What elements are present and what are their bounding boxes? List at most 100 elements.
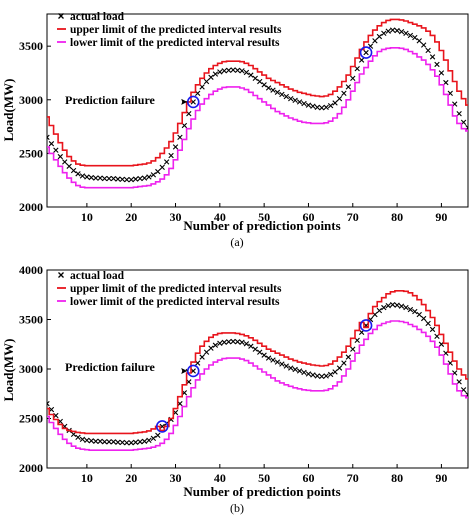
data-point-marker [319,105,325,111]
data-point-marker [221,339,227,345]
chart1-x-tick-label: 80 [391,471,403,485]
chart1-series-lower-limit-line [47,320,468,451]
data-point-marker [296,99,303,105]
chart0-series-actual-load [47,27,468,183]
data-point-marker [425,47,431,54]
data-point-marker [66,163,72,169]
data-point-marker [265,355,272,361]
data-point-marker [279,91,285,98]
chart0-series-upper-limit-line [47,18,468,167]
data-point-marker [48,141,55,147]
data-point-marker [217,340,223,346]
data-point-marker [327,371,334,378]
chart1-y-tick-label: 2000 [19,461,43,475]
data-point-marker [319,373,325,380]
chart0-annotation-arrowhead [181,98,188,105]
data-point-marker [217,69,223,75]
data-point-marker [434,61,440,68]
data-point-marker [372,38,378,44]
data-point-marker [305,102,312,108]
chart1-legend-upper-limit-label: upper limit of the predicted interval re… [70,283,282,295]
data-point-marker [47,134,50,140]
data-point-marker [412,34,418,41]
data-point-marker [239,68,245,74]
data-point-marker [115,176,121,182]
data-point-marker [416,311,422,318]
data-point-marker [155,168,161,175]
data-point-marker [403,30,409,36]
chart1-x-tick-label: 40 [214,471,226,485]
data-point-marker [252,346,258,352]
chart1-x-axis-label: Number of prediction points [183,484,340,499]
data-point-marker [429,54,436,60]
data-point-marker [137,439,143,445]
data-point-marker [376,307,383,314]
data-point-marker [412,308,418,315]
data-point-marker [208,74,214,80]
data-point-marker [332,100,338,106]
data-point-marker [265,85,272,91]
chart1-annotation-label: Prediction failure [65,360,156,374]
data-point-marker [230,338,236,345]
chart0-series-lower-limit-line [47,47,468,189]
data-point-marker [310,103,316,109]
chart0-x-axis-label: Number of prediction points [183,218,340,233]
data-point-marker [288,365,294,371]
data-point-marker [314,104,321,110]
data-point-marker [203,78,210,85]
chart1-y-tick-label: 4000 [19,263,43,277]
data-point-marker [88,174,95,181]
data-point-marker [398,303,405,309]
chart0-plot-frame [46,13,469,208]
data-point-marker [110,175,117,182]
chart0-y-tick-label: 3500 [19,39,43,53]
data-point-marker [420,315,427,322]
chart1-failure-circle [359,319,373,332]
data-point-marker [93,438,99,444]
data-point-marker [47,400,50,407]
data-point-marker [221,68,227,74]
data-point-marker [97,175,103,181]
chart0-annotation-label: Prediction failure [65,93,156,107]
data-point-marker [332,369,338,375]
chart0-y-axis-label: Load(MW) [1,79,16,142]
chart0-x-tick-label: 50 [258,210,270,224]
data-point-marker [212,71,219,77]
chart1-x-tick-label: 10 [81,471,93,485]
chart1-legend-actual-load-swatch [58,272,64,278]
data-point-marker [124,440,130,446]
chart0-x-tick-label: 80 [391,210,403,224]
chart1-series-upper-limit-line [47,290,468,435]
data-point-marker [84,437,90,443]
chart-panel-a: 10 20 30 40 50 60 70 80 90 2000 2500 3000 3500 Number… [1,11,469,249]
data-point-marker [234,67,241,73]
chart1-y-tick-label: 2500 [19,412,43,426]
chart1-x-tick-label: 60 [302,471,314,485]
data-point-marker [261,82,267,88]
data-point-marker [363,49,369,56]
data-point-marker [394,302,400,308]
data-point-marker [243,69,250,76]
data-point-marker [106,175,112,182]
data-point-marker [270,357,276,363]
chart0-legend-lower-limit-label: lower limit of the predicted interval re… [70,37,280,49]
data-point-marker [115,439,121,445]
chart1-caption: (b) [230,501,244,515]
data-point-marker [257,78,263,85]
data-point-marker [336,365,343,371]
data-point-marker [124,176,130,183]
data-point-marker [79,173,86,179]
chart-panel-b: 10 20 30 40 50 60 70 80 90 2000 2500 3000 3500 4000 Nu… [1,263,469,515]
chart0-failure-circle [186,95,200,109]
data-point-marker [226,339,232,345]
data-point-marker [327,102,334,109]
chart1-failure-circle [155,420,169,433]
data-point-marker [146,437,152,443]
data-point-marker [274,89,281,95]
data-point-marker [248,343,254,349]
data-point-marker [75,171,81,177]
chart1-y-tick-label: 3500 [19,313,43,327]
data-point-marker [345,84,352,90]
data-point-marker [310,372,316,378]
